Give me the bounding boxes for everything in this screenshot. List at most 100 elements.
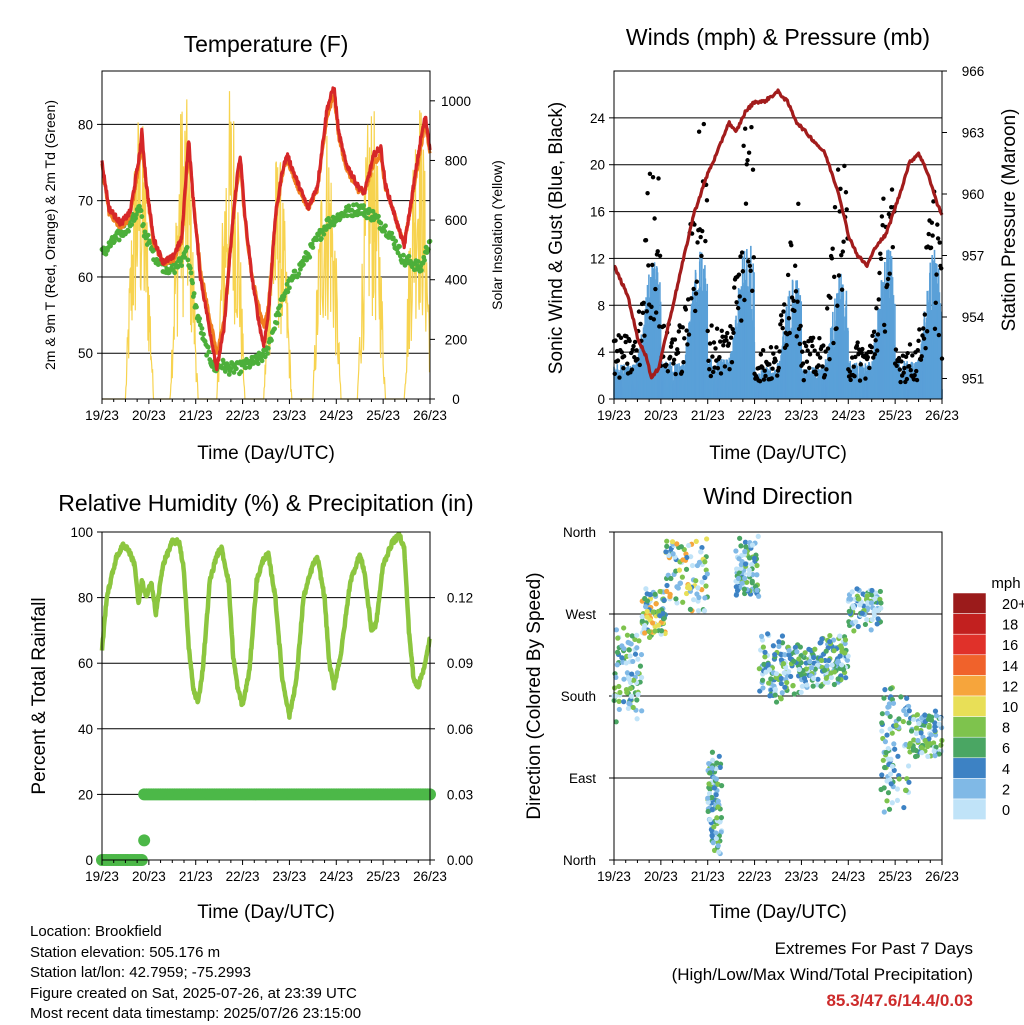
wind-direction-point bbox=[880, 757, 886, 763]
wind-direction-point bbox=[621, 646, 627, 652]
wind-gust-point bbox=[908, 368, 913, 373]
dewpoint-point bbox=[319, 236, 324, 241]
wind-direction-point bbox=[750, 572, 756, 578]
wind-gust-point bbox=[875, 332, 881, 337]
wind-direction-point bbox=[913, 730, 919, 737]
wind-direction-point bbox=[707, 786, 713, 792]
wind-direction-point bbox=[781, 670, 787, 676]
dewpoint-point bbox=[231, 370, 237, 375]
wind-direction-point bbox=[875, 616, 881, 622]
winds-x-axis-label: Time (Day/UTC) bbox=[709, 443, 847, 464]
dewpoint-point bbox=[272, 326, 277, 332]
wind-gust-point bbox=[810, 335, 816, 341]
wind-gust-point bbox=[747, 263, 753, 269]
wind-gust-point bbox=[887, 271, 892, 276]
wind-direction-x-tick-label: 22/23 bbox=[738, 869, 772, 884]
wind-direction-point bbox=[658, 628, 665, 634]
wind-gust-point bbox=[873, 338, 878, 343]
dewpoint-point bbox=[346, 203, 352, 209]
wind-direction-point bbox=[874, 621, 880, 627]
humidity-y-axis-label: Percent & Total Rainfall bbox=[29, 597, 50, 794]
wind-direction-point bbox=[928, 732, 934, 738]
wind-direction-point bbox=[825, 679, 831, 685]
wind-gust-point bbox=[921, 336, 927, 341]
wind-gust-point bbox=[696, 129, 702, 134]
dewpoint-point bbox=[364, 215, 370, 221]
wind-direction-point bbox=[868, 627, 874, 633]
wind-gust-point bbox=[851, 364, 856, 369]
precip-y-tick-label: 0.00 bbox=[447, 853, 473, 868]
wind-direction-point bbox=[906, 708, 912, 714]
wind-direction-point bbox=[643, 586, 649, 592]
wind-gust-point bbox=[740, 269, 746, 274]
wind-direction-point bbox=[782, 652, 788, 658]
wind-gust-point bbox=[623, 339, 628, 345]
wind-direction-point bbox=[885, 790, 892, 796]
wind-gust-point bbox=[817, 355, 823, 360]
wind-direction-point bbox=[844, 657, 851, 663]
wind-direction-point bbox=[666, 552, 672, 559]
wind-direction-point bbox=[674, 600, 680, 606]
wind-direction-point bbox=[799, 683, 805, 689]
wind-gust-point bbox=[699, 253, 704, 259]
wind-direction-point bbox=[615, 635, 621, 641]
dewpoint-point bbox=[301, 262, 306, 267]
wind-direction-point bbox=[882, 739, 888, 745]
wind-direction-point bbox=[689, 562, 696, 569]
wind-direction-point bbox=[778, 651, 784, 658]
wind-gust-point bbox=[709, 323, 714, 328]
wind-gust-point bbox=[668, 344, 674, 349]
humidity-x-tick-label: 23/23 bbox=[273, 869, 307, 884]
wind-direction-point bbox=[884, 732, 890, 738]
wind-gust-point bbox=[718, 371, 724, 376]
wind-direction-point bbox=[901, 804, 907, 811]
legend-label: 12 bbox=[1002, 679, 1018, 695]
wind-gust-point bbox=[785, 272, 791, 278]
wind-gust-point bbox=[869, 345, 874, 350]
wind-direction-point bbox=[790, 683, 796, 689]
wind-direction-point bbox=[901, 707, 907, 714]
wind-direction-point bbox=[864, 616, 870, 623]
dewpoint-point bbox=[378, 220, 384, 226]
wind-gust-point bbox=[928, 245, 934, 250]
wind-direction-point bbox=[613, 674, 619, 680]
wind-direction-point bbox=[741, 586, 748, 592]
wind-gust-point bbox=[847, 369, 853, 374]
wind-gust-point bbox=[646, 263, 651, 268]
wind-gust-point bbox=[750, 167, 756, 172]
wind-gust-point bbox=[830, 246, 835, 251]
wind-gust-point bbox=[832, 274, 837, 280]
pressure-y-tick-label: 966 bbox=[962, 64, 985, 79]
dewpoint-point bbox=[255, 361, 261, 367]
wind-direction-point bbox=[749, 542, 756, 548]
legend-label: 6 bbox=[1002, 741, 1010, 757]
wind-gust-point bbox=[795, 299, 800, 304]
wind-direction-point bbox=[635, 691, 641, 697]
wind-direction-point bbox=[895, 753, 901, 759]
wind-direction-point bbox=[912, 753, 919, 760]
humidity-x-axis-label: Time (Day/UTC) bbox=[197, 902, 335, 923]
wind-gust-point bbox=[642, 333, 647, 338]
wind-direction-point bbox=[879, 728, 885, 734]
wind-gust-point bbox=[871, 329, 877, 335]
wind-direction-point bbox=[709, 806, 715, 813]
wind-direction-point bbox=[699, 544, 705, 551]
wind-direction-point bbox=[631, 677, 637, 683]
wind-gust-point bbox=[870, 333, 875, 339]
dewpoint-point bbox=[292, 268, 298, 274]
wind-direction-point bbox=[810, 675, 817, 681]
wind-gust-point bbox=[621, 354, 627, 359]
wind-direction-point bbox=[772, 651, 778, 658]
wind-direction-point bbox=[821, 667, 828, 673]
wind-direction-point bbox=[715, 798, 721, 804]
wind-direction-point bbox=[644, 608, 650, 614]
wind-direction-point bbox=[742, 539, 749, 545]
wind-gust-point bbox=[936, 332, 942, 338]
wind-gust-point bbox=[684, 328, 689, 333]
wind-direction-point bbox=[893, 722, 899, 729]
wind-direction-point bbox=[638, 651, 645, 658]
extremes-values: 85.3/47.6/14.4/0.03 bbox=[826, 991, 973, 1010]
wind-direction-point bbox=[762, 649, 768, 655]
winds-y-tick-label: 20 bbox=[590, 158, 605, 173]
wind-direction-point bbox=[778, 680, 784, 687]
